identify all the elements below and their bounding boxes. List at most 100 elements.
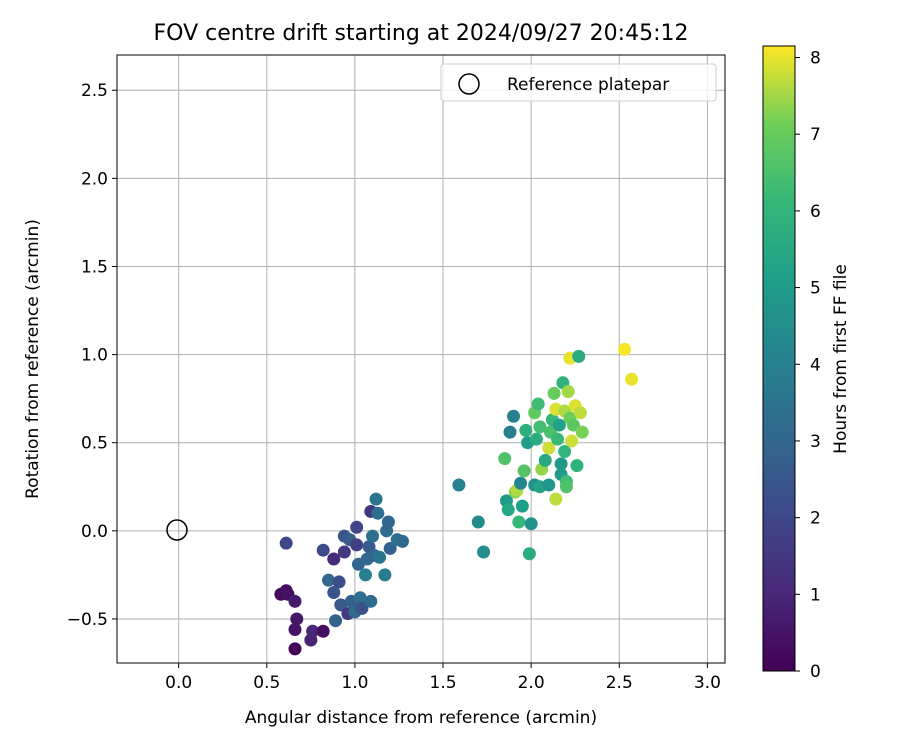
data-point — [625, 372, 639, 386]
data-point — [549, 492, 563, 506]
data-point — [290, 612, 304, 626]
data-point — [321, 573, 335, 587]
x-tick-label: 3.0 — [694, 673, 721, 693]
colorbar-label: Hours from first FF file — [831, 264, 851, 454]
data-point — [334, 598, 348, 612]
data-point — [364, 594, 378, 608]
data-point — [575, 425, 589, 439]
data-point — [381, 515, 395, 529]
data-point — [358, 568, 372, 582]
data-point — [529, 432, 543, 446]
data-point — [503, 425, 517, 439]
legend: Reference platepar — [440, 63, 717, 102]
y-tick-label: 2.5 — [81, 81, 108, 101]
data-point — [353, 591, 367, 605]
data-point — [570, 459, 584, 473]
data-point — [547, 386, 561, 400]
data-point — [561, 385, 575, 399]
colorbar-tick-label: 8 — [810, 49, 821, 69]
data-point — [572, 349, 586, 363]
reference-platepar-marker — [166, 519, 188, 541]
colorbar — [762, 45, 796, 672]
data-point — [542, 478, 556, 492]
plot-frame — [116, 54, 726, 664]
x-tick-label: 0.0 — [165, 673, 192, 693]
chart-title: FOV centre drift starting at 2024/09/27 … — [154, 21, 689, 46]
data-point — [395, 534, 409, 548]
data-point — [531, 397, 545, 411]
data-points — [274, 342, 639, 656]
x-axis-label: Angular distance from reference (arcmin) — [245, 708, 597, 728]
data-point — [327, 586, 341, 600]
data-point — [515, 499, 529, 513]
y-tick-label: 1.0 — [81, 346, 108, 366]
grid-lines — [117, 55, 725, 663]
data-point — [369, 492, 383, 506]
data-point — [288, 594, 302, 608]
data-point — [373, 550, 387, 564]
data-point — [514, 476, 528, 490]
data-point — [522, 547, 536, 561]
x-tick-label: 1.0 — [341, 673, 368, 693]
data-point — [350, 538, 364, 552]
data-point — [524, 517, 538, 531]
x-tick-label: 2.0 — [518, 673, 545, 693]
data-point — [316, 543, 330, 557]
data-point — [316, 624, 330, 638]
data-point — [306, 624, 320, 638]
data-point — [477, 545, 491, 559]
colorbar-tick-label: 7 — [810, 125, 821, 145]
data-point — [279, 536, 293, 550]
data-point — [332, 575, 346, 589]
data-point — [452, 478, 466, 492]
data-point — [618, 342, 632, 356]
data-point — [371, 506, 385, 520]
data-point — [498, 452, 512, 466]
y-tick-label: 0.0 — [81, 522, 108, 542]
data-point — [551, 432, 565, 446]
data-point — [542, 441, 556, 455]
y-tick-label: 1.5 — [81, 257, 108, 277]
colorbar-tick-label: 4 — [810, 355, 821, 375]
data-point — [554, 457, 568, 471]
data-point — [573, 406, 587, 420]
data-point — [512, 515, 526, 529]
y-tick-label: 2.0 — [81, 169, 108, 189]
data-point — [507, 409, 521, 423]
colorbar-tick-label: 5 — [810, 279, 821, 299]
data-point — [538, 453, 552, 467]
data-point — [566, 418, 580, 432]
data-point — [558, 445, 572, 459]
data-point — [559, 480, 573, 494]
data-point — [378, 568, 392, 582]
data-point — [533, 420, 547, 434]
colorbar-tick-label: 6 — [810, 202, 821, 222]
data-point — [501, 503, 515, 517]
y-axis-ticks: −0.5 0.0 0.5 1.0 1.5 2.0 2.5 — [67, 81, 117, 630]
data-point — [552, 418, 566, 432]
x-tick-label: 0.5 — [253, 673, 280, 693]
colorbar-tick-label: 3 — [810, 432, 821, 452]
y-tick-label: 0.5 — [81, 434, 108, 454]
data-point — [288, 642, 302, 656]
data-point — [355, 601, 369, 615]
colorbar-tick-label: 1 — [810, 585, 821, 605]
colorbar-tick-label: 2 — [810, 509, 821, 529]
y-axis-label: Rotation from reference (arcmin) — [23, 219, 43, 499]
legend-box — [440, 63, 717, 102]
x-axis-ticks: 0.0 0.5 1.0 1.5 2.0 2.5 3.0 — [165, 663, 721, 693]
data-point — [350, 520, 364, 534]
data-point — [519, 423, 533, 437]
data-point — [337, 545, 351, 559]
data-point — [471, 515, 485, 529]
colorbar-tick-label: 0 — [810, 662, 821, 682]
data-point — [329, 614, 343, 628]
data-point — [288, 623, 302, 637]
legend-label: Reference platepar — [507, 75, 669, 95]
data-point — [383, 541, 397, 555]
data-point — [366, 529, 380, 543]
legend-marker-icon — [458, 73, 480, 95]
data-point — [565, 434, 579, 448]
y-tick-label: −0.5 — [67, 610, 108, 630]
